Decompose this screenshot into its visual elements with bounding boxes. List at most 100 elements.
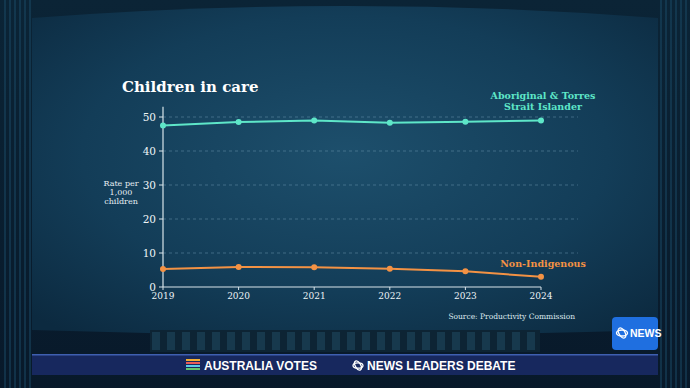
- x-tick: [541, 287, 542, 290]
- floor-tile: [332, 332, 340, 350]
- floor-tile: [167, 332, 175, 350]
- floor-tile: [257, 332, 265, 350]
- banner-right: NEWS LEADERS DEBATE: [367, 359, 515, 373]
- floor-tile: [437, 332, 445, 350]
- series-label: Aboriginal & TorresStrait Islander: [490, 90, 596, 112]
- x-tick-label: 2019: [152, 291, 175, 301]
- grid-line: [163, 219, 578, 220]
- chart-title: Children in care: [122, 78, 258, 96]
- floor-tile: [527, 332, 535, 350]
- grid-line: [163, 151, 578, 152]
- floor-tile: [482, 332, 490, 350]
- grid-line: [163, 117, 578, 118]
- series-point: [311, 264, 317, 270]
- studio-stripe: [685, 0, 687, 388]
- studio-stripe: [19, 0, 21, 388]
- x-tick-label: 2023: [454, 291, 477, 301]
- floor-tile: [422, 332, 430, 350]
- y-axis-label-line: children: [104, 197, 138, 206]
- series-point: [160, 266, 166, 272]
- studio-stripe: [29, 0, 31, 388]
- series-point: [236, 119, 242, 125]
- banner-stripe: [186, 362, 200, 364]
- series-label-line: Non-Indigenous: [500, 258, 586, 269]
- floor-tile: [302, 332, 310, 350]
- studio-stripe: [4, 0, 6, 388]
- floor-tile: [272, 332, 280, 350]
- grid-line: [163, 253, 578, 254]
- floor-tile: [362, 332, 370, 350]
- banner-stripe: [186, 368, 200, 370]
- banner-stripe: [186, 359, 200, 361]
- y-tick-label: 10: [143, 247, 156, 259]
- abc-icon-loop: [617, 327, 628, 340]
- studio-stripe: [9, 0, 11, 388]
- floor-tile: [242, 332, 250, 350]
- abc-icon: [353, 360, 363, 371]
- x-tick: [163, 287, 164, 290]
- floor-tile: [512, 332, 520, 350]
- y-axis-label: Rate per1,000children: [103, 179, 138, 206]
- x-tick: [314, 287, 315, 290]
- floor-tile: [377, 332, 385, 350]
- x-tick: [389, 287, 390, 290]
- x-axis: [163, 286, 541, 287]
- y-tick-label: 50: [143, 111, 156, 123]
- floor-tile: [317, 332, 325, 350]
- stage: Children in careRate per1,000children010…: [0, 0, 690, 388]
- x-tick: [238, 287, 239, 290]
- source-note: Source: Productivity Commission: [448, 312, 575, 321]
- series-label: Non-Indigenous: [500, 258, 586, 269]
- y-tick-label: 20: [143, 213, 156, 225]
- floor-tile: [497, 332, 505, 350]
- x-tick-label: 2024: [530, 291, 553, 301]
- studio-stripe: [670, 0, 672, 388]
- floor-tile: [227, 332, 235, 350]
- studio-stripe: [680, 0, 682, 388]
- logo-text: NEWS: [630, 327, 662, 339]
- series-point: [538, 117, 544, 123]
- series-point: [236, 264, 242, 270]
- banner-left: AUSTRALIA VOTES: [204, 359, 317, 373]
- x-tick-label: 2022: [378, 291, 401, 301]
- x-tick: [465, 287, 466, 290]
- floor-tile: [347, 332, 355, 350]
- floor-tile: [467, 332, 475, 350]
- studio-stripe: [665, 0, 667, 388]
- x-tick-label: 2020: [227, 291, 250, 301]
- series-label-line: Aboriginal & Torres: [490, 90, 596, 101]
- banner: [32, 354, 658, 375]
- floor-tile: [407, 332, 415, 350]
- series-point: [462, 268, 468, 274]
- floor-tile: [392, 332, 400, 350]
- y-tick-label: 40: [143, 145, 156, 157]
- abc-icon-loop: [353, 360, 363, 371]
- plot-area: [160, 117, 544, 279]
- y-axis-label-line: Rate per: [103, 179, 138, 188]
- grid-line: [163, 185, 578, 186]
- floor-tile: [452, 332, 460, 350]
- series-point: [160, 123, 166, 129]
- floor-tile: [287, 332, 295, 350]
- series-line: [163, 267, 541, 277]
- screen: [32, 6, 658, 335]
- series-point: [462, 119, 468, 125]
- studio-stripe: [24, 0, 26, 388]
- banner-stripe: [186, 365, 200, 367]
- series-line: [163, 120, 541, 125]
- stage-floor: [150, 330, 540, 352]
- series-point: [387, 120, 393, 126]
- studio-stripe: [675, 0, 677, 388]
- y-tick-label: 30: [143, 179, 156, 191]
- series-point: [538, 274, 544, 280]
- floor-tile: [212, 332, 220, 350]
- abc-icon: [617, 327, 628, 340]
- series-label-line: Strait Islander: [504, 101, 583, 112]
- series-point: [387, 266, 393, 272]
- x-tick-label: 2021: [303, 291, 326, 301]
- floor-tile: [182, 332, 190, 350]
- floor-tile: [197, 332, 205, 350]
- banner-edge: [32, 354, 658, 356]
- y-axis-label-line: 1,000: [110, 188, 133, 197]
- series-point: [311, 117, 317, 123]
